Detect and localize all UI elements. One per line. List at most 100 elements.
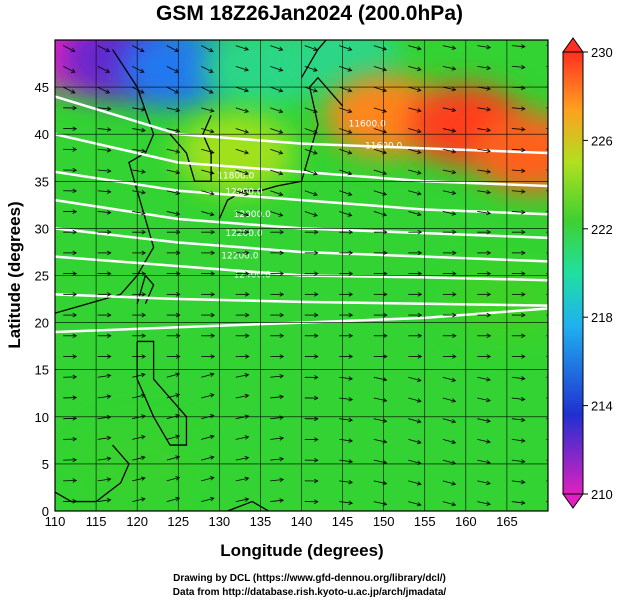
wind-vector-222 [477, 211, 491, 214]
wind-vector-261 [270, 148, 283, 154]
wind-vector-88 [511, 397, 525, 400]
colorbar-tick-label-0: 210 [591, 487, 613, 502]
wind-arrowhead-162 [486, 292, 492, 297]
wind-vector-10 [408, 501, 421, 506]
wind-vector-306 [270, 86, 283, 92]
wind-arrowhead-59 [556, 438, 560, 442]
wind-arrowhead-319 [208, 68, 214, 73]
wind-arrowhead-278 [347, 129, 353, 134]
wind-arrowhead-186 [279, 250, 285, 256]
x-axis-label: Longitude (degrees) [220, 541, 383, 560]
wind-arrowhead-28 [520, 479, 526, 485]
coastline-5 [55, 444, 130, 503]
wind-arrowhead-71 [451, 419, 457, 424]
wind-arrowhead-255 [72, 147, 78, 152]
y-axis-ticks: 0 5 10 15 20 25 30 35 40 45 [35, 80, 49, 519]
wind-arrowhead-188 [348, 250, 354, 256]
wind-arrowhead-3 [175, 496, 181, 502]
wind-arrowhead-117 [486, 354, 492, 359]
wind-vector-335 [235, 45, 249, 50]
wind-arrowhead-141 [279, 312, 285, 318]
wind-vector-34 [201, 456, 214, 461]
wind-arrowhead-94 [209, 372, 215, 377]
wind-arrowhead-334 [208, 47, 214, 53]
wind-arrowhead-326 [451, 66, 457, 71]
wind-vector-83 [339, 397, 353, 401]
wind-vector-323 [339, 65, 352, 71]
wind-vector-332 [132, 45, 145, 52]
wind-vector-16 [97, 478, 111, 482]
wind-vector-27 [477, 480, 491, 485]
wind-arrowhead-203 [348, 229, 354, 235]
wind-vector-19 [201, 477, 214, 482]
wind-arrowhead-182 [141, 250, 147, 256]
wind-arrowhead-238 [520, 189, 526, 194]
wind-vector-93 [166, 373, 180, 378]
wind-arrowhead-114 [383, 354, 388, 359]
wind-arrowhead-204 [383, 229, 388, 235]
wind-arrowhead-116 [452, 354, 457, 359]
wind-arrowhead-240 [72, 167, 78, 173]
wind-vector-273 [166, 128, 180, 132]
wind-arrowhead-149 [556, 313, 560, 317]
y-tick-label-6: 30 [35, 221, 49, 236]
wind-arrowhead-91 [106, 373, 112, 379]
wind-arrowhead-291 [278, 108, 284, 114]
contour-label-3: 12000.0 [225, 187, 262, 197]
wind-arrowhead-200 [245, 229, 250, 235]
wind-arrowhead-335 [244, 46, 249, 51]
wind-vector-40 [408, 459, 421, 464]
wind-arrowhead-256 [106, 147, 112, 153]
wind-arrowhead-263 [347, 150, 353, 155]
wind-arrowhead-140 [245, 312, 250, 318]
wind-vector-233 [339, 190, 352, 196]
wind-arrowhead-178 [521, 271, 526, 276]
wind-arrowhead-243 [175, 169, 181, 175]
wind-arrowhead-43 [520, 459, 526, 464]
coastline-3 [136, 274, 155, 305]
wind-vector-212 [132, 211, 146, 214]
wind-arrowhead-33 [175, 455, 181, 460]
wind-vector-336 [270, 45, 283, 51]
wind-vector-275 [235, 128, 249, 133]
wind-arrowhead-224 [556, 210, 560, 214]
wind-arrowhead-271 [106, 127, 112, 132]
contour-label-6: 12200.0 [221, 252, 258, 262]
wind-arrowhead-214 [209, 211, 215, 217]
wind-arrowhead-130 [417, 333, 423, 339]
wind-arrowhead-323 [347, 67, 353, 72]
wind-arrowhead-230 [244, 191, 249, 196]
wind-arrowhead-82 [314, 395, 319, 401]
wind-vector-32 [132, 456, 145, 461]
wind-arrowhead-259 [209, 149, 215, 155]
wind-vector-6 [270, 499, 284, 502]
wind-arrowhead-57 [486, 439, 491, 444]
wind-arrowhead-208 [521, 229, 526, 235]
wind-arrowhead-31 [106, 456, 112, 461]
wind-arrowhead-75 [72, 395, 78, 400]
wind-arrowhead-105 [72, 354, 78, 359]
wind-vector-80 [235, 394, 249, 399]
wind-vector-249 [373, 169, 387, 175]
wind-vector-61 [97, 416, 111, 420]
wind-arrowhead-338 [347, 46, 353, 51]
wind-vector-258 [166, 148, 180, 153]
wind-vector-328 [511, 65, 525, 68]
wind-vector-38 [339, 459, 353, 463]
wind-vector-220 [408, 211, 421, 216]
wind-vector-263 [339, 148, 352, 154]
wind-vector-223 [511, 211, 525, 213]
wind-vector-228 [166, 190, 180, 195]
wind-arrowhead-163 [521, 292, 526, 297]
wind-vector-87 [477, 397, 491, 402]
wind-arrowhead-286 [106, 106, 112, 111]
contour-label-0: 11600.0 [349, 120, 386, 130]
wind-arrowhead-283 [520, 127, 526, 132]
wind-arrowhead-135 [72, 312, 78, 318]
wind-vector-66 [270, 416, 284, 420]
wind-arrowhead-199 [210, 229, 216, 235]
colorbar-top-arrow [562, 37, 584, 53]
wind-arrowhead-159 [383, 292, 388, 297]
colorbar-tick-label-4: 226 [591, 133, 613, 148]
wind-arrowhead-290 [244, 108, 249, 113]
